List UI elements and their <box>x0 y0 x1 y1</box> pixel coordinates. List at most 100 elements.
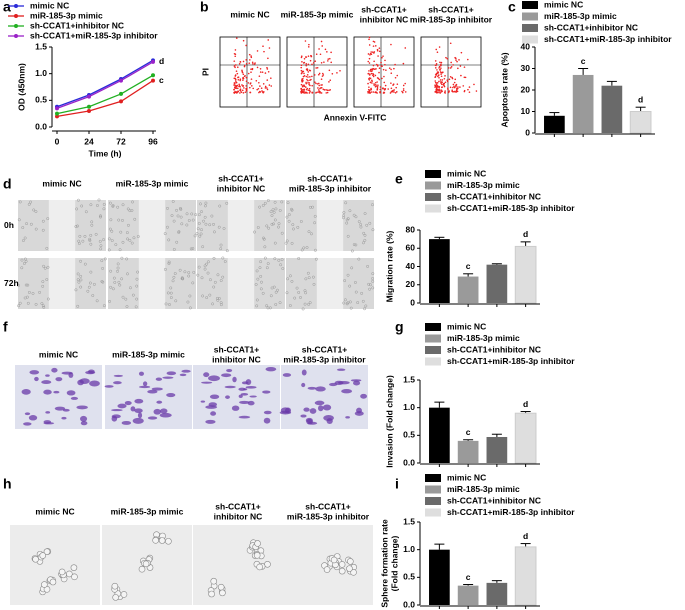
cell <box>206 271 210 275</box>
flow-dot <box>368 57 371 60</box>
cell <box>342 211 346 214</box>
sphere-cell <box>253 551 261 559</box>
flow-dot <box>235 81 237 83</box>
flow-dot <box>468 91 471 93</box>
cell <box>34 376 39 382</box>
flow-dot <box>435 63 438 65</box>
flow-dot <box>373 83 375 85</box>
wound-gap <box>316 200 344 251</box>
cell <box>201 245 205 249</box>
y-tick-label: 0.5 <box>403 572 415 582</box>
flow-dot <box>441 81 443 84</box>
cell <box>300 414 307 418</box>
cell <box>341 389 353 394</box>
cell <box>107 237 111 241</box>
cell <box>188 294 192 298</box>
cell <box>109 269 113 273</box>
flow-dot <box>236 72 239 75</box>
cell <box>219 303 223 307</box>
cell <box>285 407 292 414</box>
flow-dot <box>324 48 327 51</box>
cell <box>290 279 294 283</box>
flow-dot <box>452 86 454 89</box>
cell <box>211 302 215 306</box>
column-header: mimic NC <box>230 9 269 19</box>
cell <box>42 305 46 309</box>
column-header: inhibitor NC <box>360 14 409 24</box>
flow-dot <box>253 63 256 65</box>
flow-dot <box>370 51 372 53</box>
flow-dot <box>438 67 440 69</box>
flow-dot <box>374 45 377 47</box>
flow-dot <box>440 61 443 64</box>
cell <box>134 398 144 404</box>
cell <box>168 303 171 306</box>
flow-dot <box>233 84 235 86</box>
flow-dot <box>258 75 261 77</box>
cell <box>46 265 50 269</box>
cell <box>76 272 80 276</box>
flow-dot <box>311 75 313 78</box>
cell <box>169 291 173 295</box>
flow-dot <box>438 46 441 48</box>
cell <box>343 298 347 302</box>
cell <box>204 201 208 205</box>
cell <box>43 389 52 395</box>
flow-dot <box>440 64 442 67</box>
flow-dot <box>379 88 382 91</box>
cell <box>371 277 375 280</box>
cell <box>371 228 375 232</box>
flow-dot <box>270 77 272 79</box>
flow-dot <box>453 85 455 88</box>
cell <box>348 284 352 288</box>
column-header: sh-CCAT1+ <box>302 344 347 354</box>
flow-dot <box>266 88 269 91</box>
cell <box>27 290 31 294</box>
cell <box>292 227 295 231</box>
flow-dot <box>382 68 385 71</box>
flow-dot <box>402 62 405 65</box>
flow-dot <box>303 72 305 75</box>
cell <box>285 239 289 243</box>
flow-dot <box>369 81 372 84</box>
cell <box>262 237 266 241</box>
flow-dot <box>307 63 310 66</box>
sphere-cell <box>41 581 48 588</box>
legend-label: mimic NC <box>447 321 486 331</box>
cell <box>259 287 263 291</box>
flow-dot <box>371 80 373 83</box>
flow-dot <box>443 77 446 80</box>
flow-dot <box>437 75 439 78</box>
flow-dot <box>444 92 446 94</box>
cell <box>225 249 229 253</box>
flow-dot <box>442 83 445 85</box>
cell <box>296 225 300 229</box>
cell <box>111 414 121 419</box>
legend-label: sh-CCAT1+inhibitor NC <box>30 20 124 30</box>
flow-dot <box>245 76 248 79</box>
cell <box>219 279 223 283</box>
flow-dot <box>455 57 457 60</box>
flow-dot <box>303 57 306 60</box>
x-axis-label: Annexin V-FITC <box>324 112 387 122</box>
column-header: mimic NC <box>35 506 74 516</box>
cell <box>288 304 292 307</box>
cell <box>210 411 217 416</box>
cell <box>297 291 301 294</box>
flow-dot <box>258 91 260 94</box>
cell <box>265 266 269 270</box>
cell <box>352 213 356 217</box>
cell <box>221 275 225 279</box>
flow-dot <box>327 58 330 60</box>
cell <box>368 221 372 225</box>
flow-dot <box>266 68 269 70</box>
column-header: miR-185-3p inhibitor <box>283 354 366 364</box>
cell <box>45 246 49 250</box>
cell <box>46 297 50 301</box>
cell <box>222 227 226 230</box>
cell <box>166 393 176 398</box>
cell <box>281 267 285 270</box>
flow-dot <box>309 69 312 72</box>
cell <box>68 372 74 378</box>
